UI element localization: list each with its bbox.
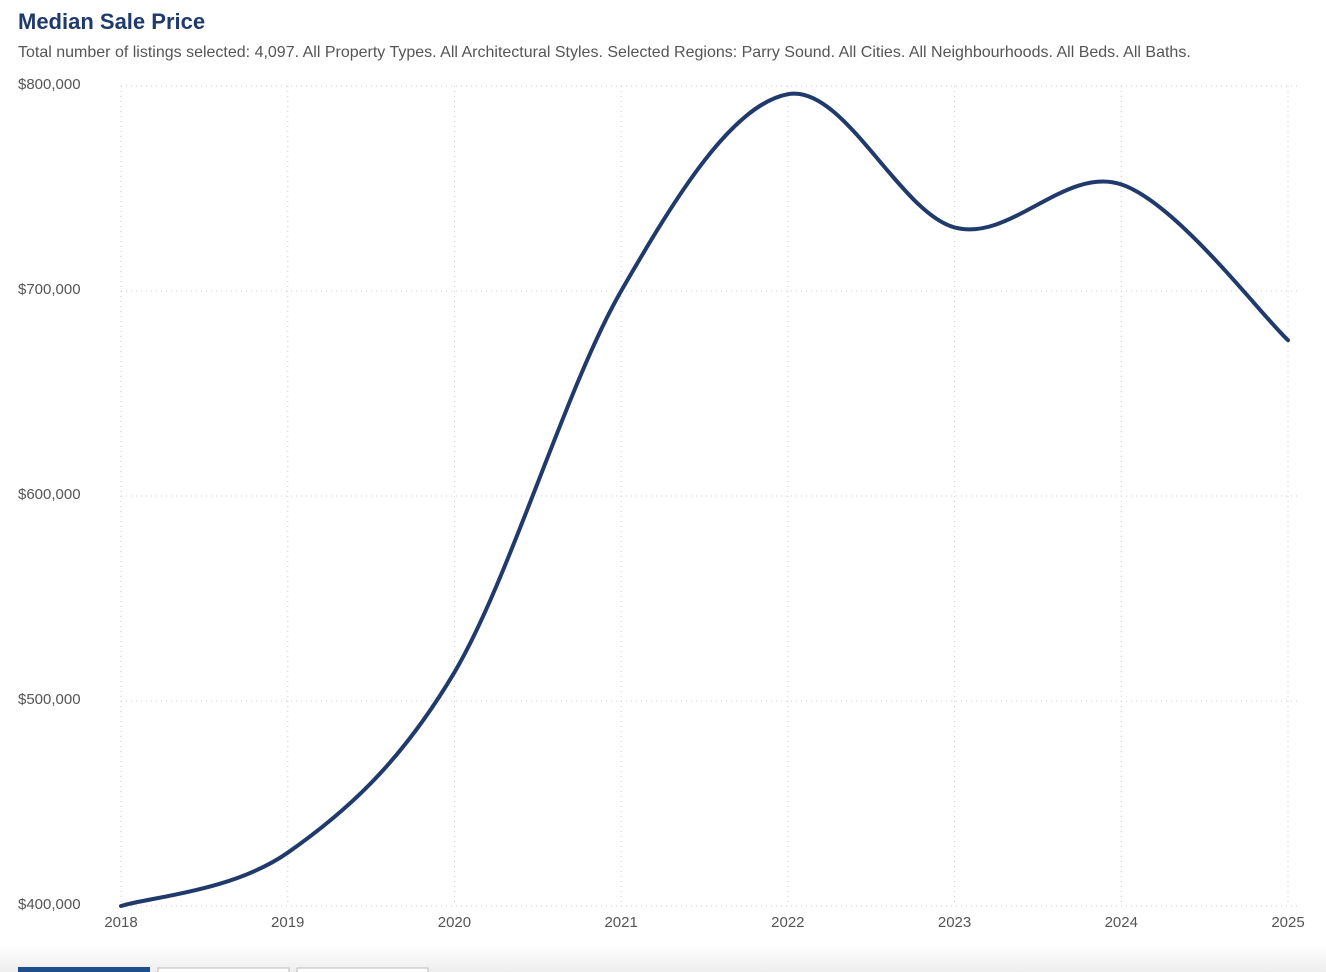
y-tick-label: $700,000 [18, 281, 81, 298]
x-tick-label: 2022 [771, 914, 804, 931]
y-tick-label: $400,000 [18, 896, 81, 913]
x-tick-label: 2021 [604, 914, 637, 931]
tab-button[interactable] [296, 967, 429, 972]
tab-button[interactable] [157, 967, 290, 972]
x-tick-label: 2025 [1271, 914, 1304, 931]
line-series [119, 91, 1290, 908]
plot-area: $400,000 $500,000 $600,000 $700,000 $800,000… [18, 76, 1305, 931]
tab-button[interactable] [18, 967, 150, 972]
y-tick-label: $600,000 [18, 486, 81, 503]
x-tick-label: 2020 [438, 914, 471, 931]
x-tick-label: 2024 [1105, 914, 1138, 931]
y-tick-label: $800,000 [18, 76, 81, 93]
chart-subtitle: Total number of listings selected: 4,097… [18, 44, 1191, 61]
chart-title: Median Sale Price [18, 9, 205, 34]
x-tick-label: 2018 [104, 914, 137, 931]
x-tick-label: 2019 [271, 914, 304, 931]
y-tick-label: $500,000 [18, 691, 81, 708]
x-tick-label: 2023 [938, 914, 971, 931]
